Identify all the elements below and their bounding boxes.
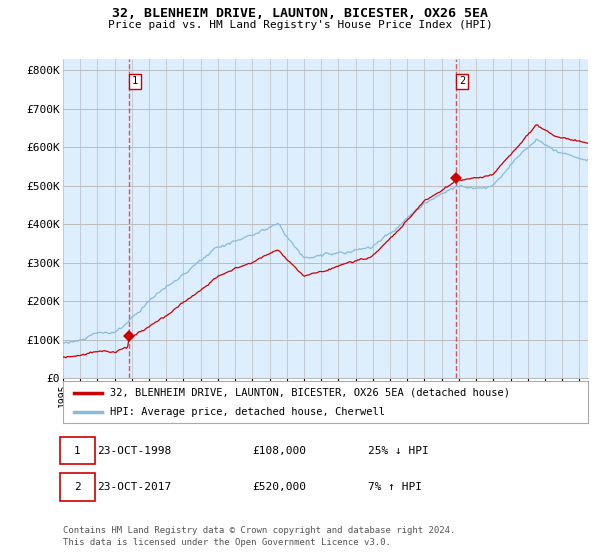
Text: 2: 2: [459, 76, 466, 86]
Text: Price paid vs. HM Land Registry's House Price Index (HPI): Price paid vs. HM Land Registry's House …: [107, 20, 493, 30]
Text: 32, BLENHEIM DRIVE, LAUNTON, BICESTER, OX26 5EA: 32, BLENHEIM DRIVE, LAUNTON, BICESTER, O…: [112, 7, 488, 20]
Text: This data is licensed under the Open Government Licence v3.0.: This data is licensed under the Open Gov…: [63, 538, 391, 547]
Text: £520,000: £520,000: [252, 482, 306, 492]
Text: 23-OCT-2017: 23-OCT-2017: [97, 482, 172, 492]
Text: HPI: Average price, detached house, Cherwell: HPI: Average price, detached house, Cher…: [110, 407, 385, 417]
Text: 7% ↑ HPI: 7% ↑ HPI: [367, 482, 421, 492]
Text: £108,000: £108,000: [252, 446, 306, 456]
Text: 1: 1: [132, 76, 138, 86]
Text: 1: 1: [74, 446, 80, 456]
FancyBboxPatch shape: [61, 473, 95, 501]
Text: Contains HM Land Registry data © Crown copyright and database right 2024.: Contains HM Land Registry data © Crown c…: [63, 526, 455, 535]
Text: 2: 2: [74, 482, 80, 492]
FancyBboxPatch shape: [61, 437, 95, 464]
Text: 25% ↓ HPI: 25% ↓ HPI: [367, 446, 428, 456]
Text: 23-OCT-1998: 23-OCT-1998: [97, 446, 172, 456]
Text: 32, BLENHEIM DRIVE, LAUNTON, BICESTER, OX26 5EA (detached house): 32, BLENHEIM DRIVE, LAUNTON, BICESTER, O…: [110, 388, 510, 398]
